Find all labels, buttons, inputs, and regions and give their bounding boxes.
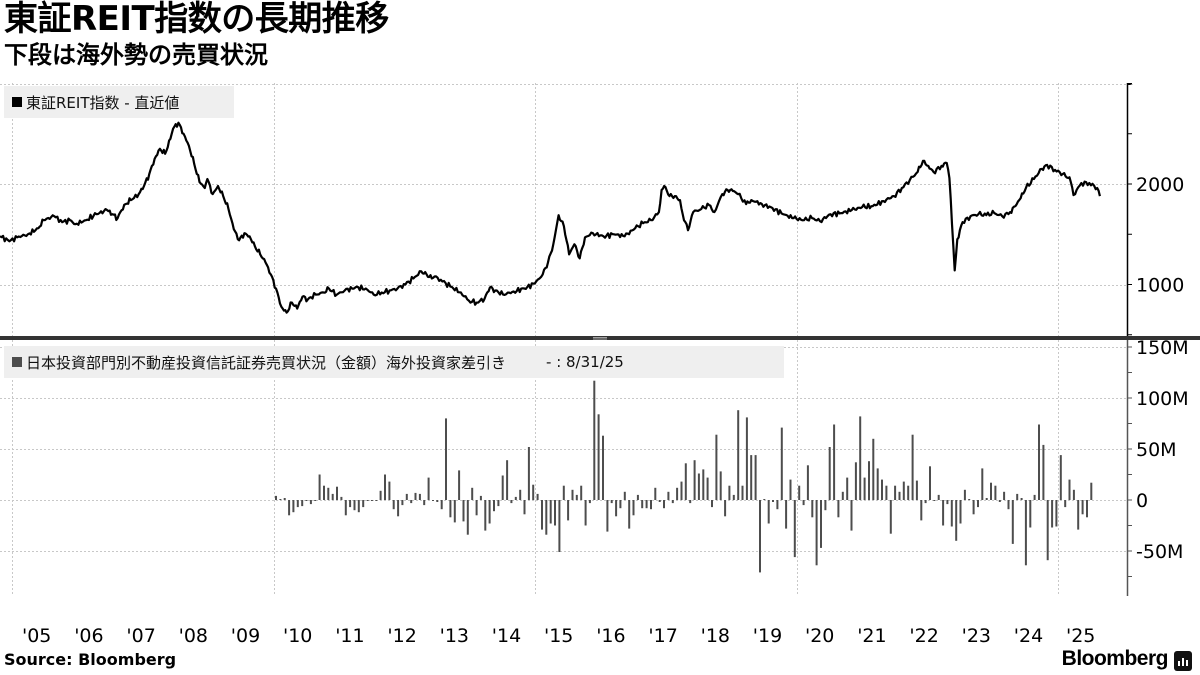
svg-text:'25: '25 (1066, 625, 1095, 647)
svg-text:2000: 2000 (1136, 174, 1184, 196)
svg-text:'20: '20 (805, 625, 834, 647)
chart-title: 東証REIT指数の長期推移 (4, 0, 389, 39)
panel-divider[interactable] (0, 336, 1200, 340)
svg-text:'23: '23 (962, 625, 991, 647)
svg-text:50M: 50M (1136, 439, 1177, 461)
foreign-net-flow-bars (275, 380, 1093, 573)
source-label: Source: Bloomberg (4, 650, 177, 669)
svg-text:'24: '24 (1014, 625, 1043, 647)
legend-swatch-line (12, 97, 22, 107)
legend-top-panel: 東証REIT指数 - 直近値 (4, 86, 234, 118)
svg-text:'16: '16 (596, 625, 625, 647)
svg-text:'13: '13 (440, 625, 469, 647)
svg-text:'17: '17 (648, 625, 677, 647)
svg-text:'08: '08 (179, 625, 208, 647)
svg-text:'14: '14 (492, 625, 521, 647)
legend-bottom-panel: 日本投資部門別不動産投資信託証券売買状況（金額）海外投資家差引き - : 8/3… (4, 346, 784, 378)
svg-text:'22: '22 (909, 625, 938, 647)
svg-text:'06: '06 (74, 625, 103, 647)
svg-text:'15: '15 (544, 625, 573, 647)
legend-swatch-bar (12, 357, 22, 367)
axes: 2000 1000 150M 100M 50M 0 -50M '05 '06 '07 '08 '09 '… (22, 83, 1189, 647)
chart-subtitle: 下段は海外勢の売買状況 (4, 41, 268, 69)
svg-text:'18: '18 (701, 625, 730, 647)
svg-text:1000: 1000 (1136, 275, 1184, 297)
svg-text:'09: '09 (231, 625, 260, 647)
legend-date: - : 8/31/25 (546, 353, 624, 371)
reit-index-line (0, 121, 1101, 314)
svg-text:'05: '05 (22, 625, 51, 647)
svg-text:'12: '12 (387, 625, 416, 647)
svg-text:150M: 150M (1136, 337, 1189, 359)
svg-text:-50M: -50M (1136, 541, 1183, 563)
svg-text:0: 0 (1136, 490, 1148, 512)
svg-text:100M: 100M (1136, 388, 1189, 410)
grid-lines (0, 83, 1127, 596)
svg-text:'19: '19 (753, 625, 782, 647)
svg-text:'11: '11 (335, 625, 364, 647)
svg-text:'21: '21 (857, 625, 886, 647)
bloomberg-logo: Bloomberg (1061, 647, 1169, 670)
legend-label-reit-index: 東証REIT指数 - 直近値 (26, 93, 180, 112)
bloomberg-terminal-icon (1174, 651, 1192, 671)
svg-text:'07: '07 (126, 625, 155, 647)
svg-text:'10: '10 (283, 625, 312, 647)
legend-label-foreign-flow: 日本投資部門別不動産投資信託証券売買状況（金額）海外投資家差引き (26, 353, 507, 372)
